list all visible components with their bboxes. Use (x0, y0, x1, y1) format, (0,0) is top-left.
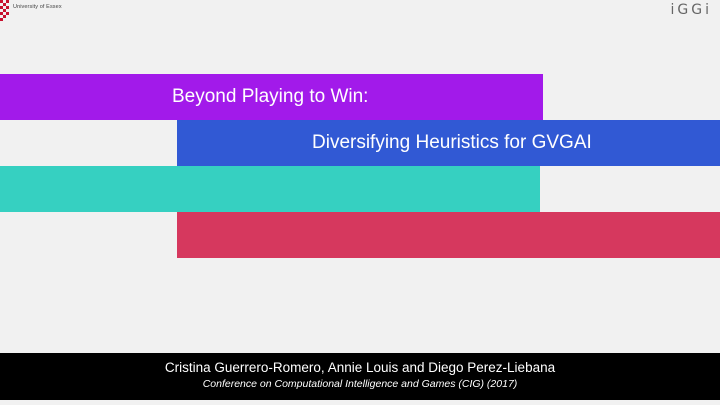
checkerboard-logo-icon (0, 0, 9, 21)
iggi-logo: iGGi (670, 2, 712, 18)
university-name: University of Essex (13, 4, 62, 10)
teal-bar (0, 166, 540, 212)
red-bar (177, 212, 720, 258)
title-line-2: Diversifying Heuristics for GVGAI (312, 132, 592, 153)
blue-bar (177, 120, 720, 166)
purple-bar (0, 74, 543, 120)
footer-band (0, 353, 720, 400)
authors: Cristina Guerrero-Romero, Annie Louis an… (164, 360, 556, 375)
venue: Conference on Computational Intelligence… (202, 378, 518, 390)
title-line-1: Beyond Playing to Win: (172, 86, 369, 107)
